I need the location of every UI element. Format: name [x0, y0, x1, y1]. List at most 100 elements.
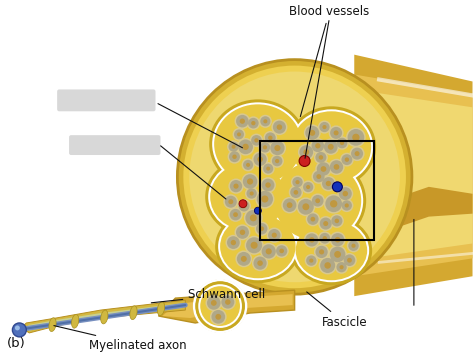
- Circle shape: [221, 296, 234, 308]
- Circle shape: [269, 140, 286, 157]
- Circle shape: [303, 182, 313, 192]
- Circle shape: [324, 140, 337, 154]
- Circle shape: [251, 121, 255, 125]
- Circle shape: [309, 237, 315, 243]
- Ellipse shape: [292, 111, 371, 183]
- Circle shape: [263, 164, 273, 174]
- Circle shape: [293, 190, 298, 195]
- Circle shape: [305, 126, 319, 140]
- Circle shape: [276, 245, 287, 257]
- Circle shape: [248, 118, 259, 129]
- Circle shape: [291, 175, 304, 189]
- Circle shape: [252, 255, 268, 271]
- Circle shape: [264, 131, 277, 145]
- Circle shape: [330, 127, 342, 139]
- Circle shape: [345, 157, 349, 162]
- Circle shape: [211, 310, 225, 324]
- Circle shape: [183, 66, 406, 288]
- Ellipse shape: [272, 159, 363, 242]
- Circle shape: [315, 143, 320, 148]
- Circle shape: [304, 124, 321, 141]
- Ellipse shape: [72, 315, 79, 328]
- Circle shape: [272, 233, 277, 238]
- Ellipse shape: [218, 213, 298, 280]
- Circle shape: [242, 158, 255, 171]
- Circle shape: [319, 155, 323, 160]
- Circle shape: [266, 228, 282, 243]
- Circle shape: [295, 180, 300, 184]
- Ellipse shape: [205, 158, 291, 235]
- Ellipse shape: [200, 286, 240, 326]
- Ellipse shape: [100, 310, 108, 324]
- Circle shape: [228, 199, 233, 204]
- Circle shape: [240, 230, 245, 235]
- Circle shape: [342, 253, 357, 268]
- Circle shape: [250, 214, 257, 222]
- Polygon shape: [354, 55, 473, 296]
- Circle shape: [335, 237, 340, 242]
- Circle shape: [263, 145, 267, 149]
- Circle shape: [290, 187, 301, 198]
- Circle shape: [332, 182, 342, 192]
- Circle shape: [260, 116, 271, 126]
- Circle shape: [228, 207, 243, 222]
- Circle shape: [318, 231, 332, 245]
- Circle shape: [317, 162, 330, 176]
- Circle shape: [210, 308, 227, 325]
- Circle shape: [320, 176, 336, 191]
- Ellipse shape: [220, 215, 296, 278]
- Ellipse shape: [212, 102, 303, 186]
- Circle shape: [246, 163, 250, 167]
- Circle shape: [15, 326, 20, 331]
- Circle shape: [335, 219, 339, 223]
- Circle shape: [324, 262, 331, 269]
- Circle shape: [331, 215, 342, 226]
- Circle shape: [242, 204, 246, 208]
- Circle shape: [319, 256, 337, 274]
- Circle shape: [246, 189, 257, 199]
- Circle shape: [346, 127, 366, 147]
- Circle shape: [350, 146, 365, 161]
- Circle shape: [329, 231, 346, 248]
- Circle shape: [351, 244, 356, 248]
- Circle shape: [229, 151, 240, 162]
- Circle shape: [250, 191, 254, 196]
- Circle shape: [316, 174, 321, 179]
- Circle shape: [262, 244, 276, 258]
- Circle shape: [231, 240, 236, 245]
- Circle shape: [257, 260, 263, 266]
- Circle shape: [211, 300, 217, 306]
- Circle shape: [292, 177, 303, 187]
- Circle shape: [261, 196, 268, 203]
- Circle shape: [318, 216, 333, 231]
- Circle shape: [223, 194, 238, 209]
- Circle shape: [343, 191, 348, 196]
- Text: Fascicle: Fascicle: [307, 292, 367, 329]
- Ellipse shape: [274, 161, 361, 240]
- Polygon shape: [28, 303, 182, 331]
- Circle shape: [228, 179, 244, 194]
- Circle shape: [234, 130, 244, 140]
- Circle shape: [328, 159, 345, 175]
- Circle shape: [335, 261, 348, 274]
- Circle shape: [237, 132, 241, 136]
- Circle shape: [250, 133, 263, 147]
- Circle shape: [245, 187, 258, 200]
- Circle shape: [254, 153, 267, 166]
- Ellipse shape: [287, 106, 376, 188]
- Text: (b): (b): [7, 337, 25, 350]
- Circle shape: [339, 187, 352, 200]
- Circle shape: [206, 295, 222, 311]
- FancyBboxPatch shape: [69, 135, 161, 155]
- Ellipse shape: [215, 210, 301, 283]
- Circle shape: [304, 232, 320, 248]
- Circle shape: [254, 257, 267, 270]
- Circle shape: [322, 177, 335, 190]
- Circle shape: [235, 224, 250, 240]
- Circle shape: [287, 202, 292, 208]
- Circle shape: [298, 199, 314, 215]
- Circle shape: [325, 195, 342, 212]
- Circle shape: [315, 152, 327, 163]
- Circle shape: [302, 203, 310, 210]
- Circle shape: [337, 138, 347, 148]
